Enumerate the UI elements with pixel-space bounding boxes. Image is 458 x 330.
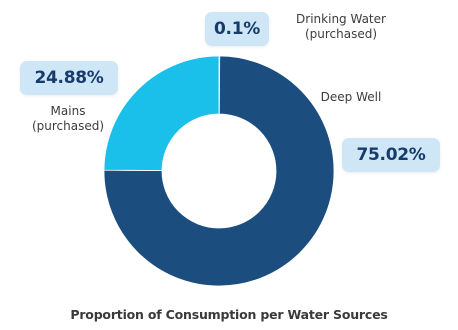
drinking-water-label-line-2: (purchased) (304, 27, 378, 41)
drinking-water-label-line-1: Drinking Water (296, 12, 386, 26)
drinking-water-percent-badge: 0.1% (205, 12, 269, 46)
slice-mains-purchased (103, 55, 220, 171)
deep-well-label: Deep Well (305, 90, 397, 105)
deep-well-percent-badge: 75.02% (342, 138, 440, 172)
chart-title: Proportion of Consumption per Water Sour… (70, 307, 388, 322)
mains-label: Mains (purchased) (12, 104, 124, 134)
drinking-water-label: Drinking Water (purchased) (280, 12, 402, 42)
deep-well-label-line-1: Deep Well (320, 90, 382, 104)
mains-label-line-2: (purchased) (31, 119, 105, 133)
slice-deep-well (103, 55, 335, 287)
mains-percent-badge: 24.88% (20, 61, 118, 95)
mains-label-line-1: Mains (50, 104, 86, 118)
